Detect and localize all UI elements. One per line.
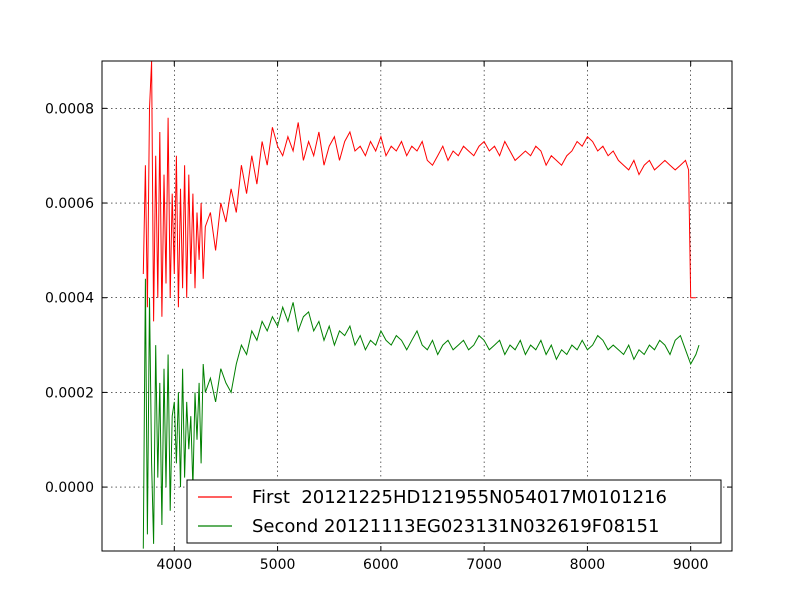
legend-frame [186,479,722,544]
y-tick-label: 0.0008 [45,101,94,117]
y-tick-label: 0.0000 [45,480,94,496]
y-tick-labels: 0.0000 0.0002 0.0004 0.0006 0.0008 [45,101,94,496]
legend-label-second: Second 20121113EG023131N032619F08151 [252,516,659,537]
x-tick-label: 7000 [466,557,502,573]
x-tick-label: 6000 [363,557,399,573]
x-tick-label: 8000 [570,557,606,573]
y-tick-label: 0.0002 [45,385,94,401]
legend: First 20121225HD121955N054017M0101216 Se… [186,479,722,544]
tick-marks [102,61,732,551]
series-line-second [142,278,700,549]
y-tick-label: 0.0006 [45,196,94,212]
y-tick-label: 0.0004 [45,291,94,307]
plot-area [102,61,732,551]
legend-label-first: First 20121225HD121955N054017M0101216 [252,487,667,508]
series-layer [142,61,700,549]
x-tick-label: 5000 [260,557,296,573]
x-tick-label: 9000 [673,557,709,573]
x-tick-label: 4000 [156,557,192,573]
plot-frame [101,60,733,552]
series-line-first [142,61,696,322]
x-tick-labels: 4000 5000 6000 7000 8000 9000 [156,557,708,573]
